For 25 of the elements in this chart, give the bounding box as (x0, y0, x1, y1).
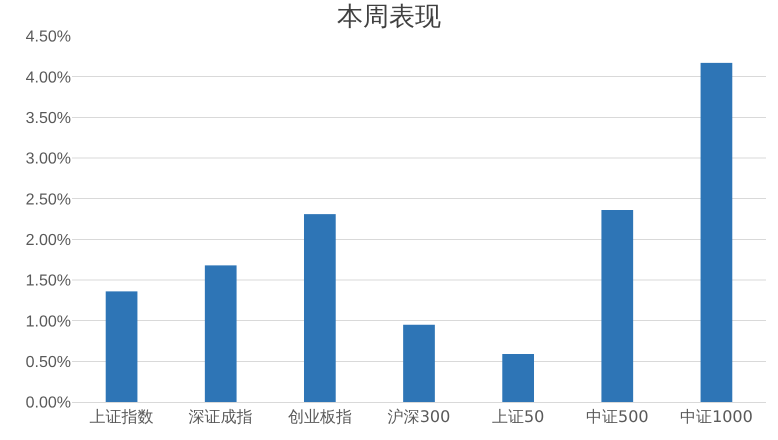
x-tick-label: 中证500 (586, 407, 649, 426)
bar (601, 210, 634, 402)
y-tick-label: 2.00% (26, 232, 71, 249)
bar (502, 354, 534, 402)
x-tick-label: 上证50 (492, 407, 544, 426)
bar (700, 62, 732, 402)
x-tick-label: 上证指数 (90, 407, 154, 426)
bar (403, 324, 435, 402)
y-tick-label: 4.50% (26, 28, 71, 46)
x-tick-label: 沪深300 (388, 407, 450, 426)
y-tick-label: 3.50% (26, 110, 71, 127)
y-tick-label: 0.50% (26, 354, 71, 371)
y-tick-label: 2.50% (26, 191, 71, 208)
y-tick-label: 1.50% (26, 272, 71, 290)
bar (304, 214, 336, 402)
y-tick-label: 0.00% (26, 394, 71, 412)
x-tick-label: 深证成指 (188, 407, 253, 426)
x-tick-label: 中证1000 (680, 407, 753, 426)
x-tick-label: 创业板指 (288, 407, 352, 426)
y-tick-label: 3.00% (26, 150, 71, 168)
bar (106, 291, 138, 402)
y-tick-label: 4.00% (26, 69, 71, 86)
chart-title: 本周表现 (337, 2, 441, 32)
bar (204, 265, 237, 402)
y-tick-label: 1.00% (26, 313, 71, 330)
